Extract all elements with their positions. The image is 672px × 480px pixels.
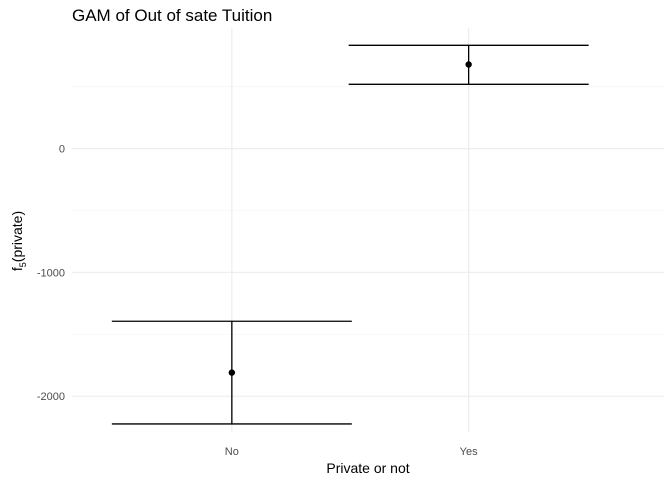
grid [72, 28, 664, 432]
chart-marks [111, 44, 589, 425]
x-axis-ticks: No Yes [225, 446, 478, 458]
y-tick-label: 0 [59, 144, 65, 156]
y-axis-label-rest: (private) [9, 211, 25, 262]
x-tick-label: No [225, 446, 239, 458]
y-tick-label: -1000 [37, 267, 65, 279]
data-point [465, 61, 472, 68]
y-axis-label-subscript: 5 [18, 262, 28, 267]
y-axis-ticks: 0 -1000 -2000 [37, 144, 65, 403]
x-axis-label: Private or not [326, 460, 409, 476]
y-axis-label: f5(private) [9, 211, 28, 271]
chart-title: GAM of Out of sate Tuition [72, 6, 272, 25]
x-tick-label: Yes [460, 446, 478, 458]
y-axis-label-main: f [9, 267, 25, 271]
y-tick-label: -2000 [37, 391, 65, 403]
data-point [228, 369, 236, 376]
